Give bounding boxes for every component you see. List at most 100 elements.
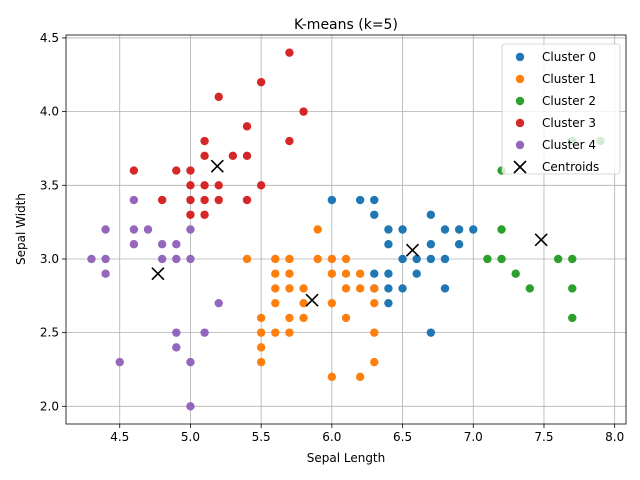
data-point	[256, 77, 266, 87]
data-point	[370, 269, 379, 278]
legend-label: Centroids	[542, 160, 599, 174]
data-point	[341, 254, 351, 264]
data-point	[200, 210, 209, 219]
data-point	[242, 122, 252, 131]
data-point	[440, 254, 450, 264]
legend-label: Cluster 3	[542, 116, 596, 130]
data-point	[370, 284, 379, 293]
data-point	[568, 313, 577, 323]
data-point	[497, 225, 506, 234]
data-point	[186, 181, 195, 190]
legend-item: Cluster 1	[515, 72, 596, 86]
legend-box	[501, 43, 621, 175]
data-point	[299, 284, 308, 293]
series-1	[242, 225, 379, 382]
data-point	[568, 284, 577, 293]
data-point	[271, 254, 280, 264]
data-point	[271, 298, 280, 308]
data-point	[313, 254, 322, 264]
legend-centroid-marker	[513, 160, 527, 174]
centroid-marker	[305, 293, 319, 307]
series-4	[87, 195, 223, 411]
data-point	[101, 254, 110, 264]
data-point	[242, 151, 252, 161]
x-tick-label: 7.0	[464, 430, 483, 444]
legend-item: Cluster 3	[515, 116, 596, 130]
data-point	[497, 254, 506, 264]
y-tick-label: 3.5	[40, 178, 59, 192]
legend: Cluster 0 Cluster 1 Cluster 2 Cluster 3 Clus…	[501, 43, 621, 175]
data-point	[285, 269, 294, 278]
data-point	[370, 210, 379, 219]
data-point	[186, 166, 195, 175]
data-point	[384, 225, 393, 234]
legend-label: Cluster 4	[542, 138, 596, 152]
data-point	[299, 298, 308, 308]
data-point	[256, 313, 266, 323]
data-point	[157, 240, 167, 249]
centroid-marker	[151, 267, 165, 281]
legend-item: Cluster 2	[515, 94, 596, 108]
data-point	[553, 254, 563, 264]
data-point	[129, 166, 139, 175]
data-point	[370, 357, 379, 367]
data-point	[525, 284, 535, 293]
data-point	[256, 357, 266, 367]
data-point	[172, 254, 181, 264]
data-point	[398, 254, 407, 264]
data-point	[285, 254, 294, 264]
series-3	[129, 48, 308, 219]
y-tick-label: 3.0	[40, 252, 59, 266]
data-point	[285, 328, 294, 337]
data-point	[200, 136, 209, 146]
data-point	[214, 298, 223, 308]
plot-frame	[65, 34, 627, 425]
data-point	[200, 181, 209, 190]
data-point	[186, 254, 195, 264]
data-point	[313, 225, 322, 234]
data-point	[426, 210, 436, 219]
data-point	[355, 269, 365, 278]
data-point	[271, 284, 280, 293]
data-point	[214, 181, 223, 190]
data-point	[440, 225, 450, 234]
data-point	[384, 269, 393, 278]
data-point	[412, 269, 421, 278]
y-tick-label: 4.5	[40, 31, 59, 45]
x-tick-label: 6.0	[322, 430, 341, 444]
y-tick-label: 4.0	[40, 105, 59, 119]
x-tick-label: 4.5	[110, 430, 129, 444]
centroid-marker	[405, 243, 420, 257]
data-point	[271, 269, 280, 278]
data-point	[115, 357, 124, 367]
data-point	[370, 298, 379, 308]
data-point	[398, 284, 407, 293]
data-point	[285, 284, 294, 293]
data-point	[454, 240, 464, 249]
data-point	[186, 195, 195, 205]
legend-marker	[515, 52, 525, 62]
data-point	[186, 210, 195, 219]
data-point	[129, 240, 139, 249]
data-point	[256, 343, 266, 352]
centroid-marker	[534, 233, 548, 247]
legend-marker	[515, 140, 525, 150]
data-point	[172, 166, 181, 175]
data-point	[101, 269, 110, 278]
data-point	[341, 269, 351, 278]
data-point	[426, 240, 436, 249]
chart-title: K-means (k=5)	[294, 17, 398, 33]
legend-item: Cluster 4	[515, 138, 596, 152]
legend-label: Cluster 1	[542, 72, 596, 86]
data-point	[299, 313, 308, 323]
data-point	[101, 225, 110, 234]
data-point	[370, 328, 379, 337]
data-point	[242, 254, 252, 264]
data-point	[172, 343, 181, 352]
data-point	[285, 48, 294, 57]
data-point	[412, 254, 421, 264]
data-point	[129, 225, 139, 234]
data-point	[200, 195, 209, 205]
legend-item: Cluster 0	[515, 50, 596, 64]
series-5	[151, 159, 548, 307]
